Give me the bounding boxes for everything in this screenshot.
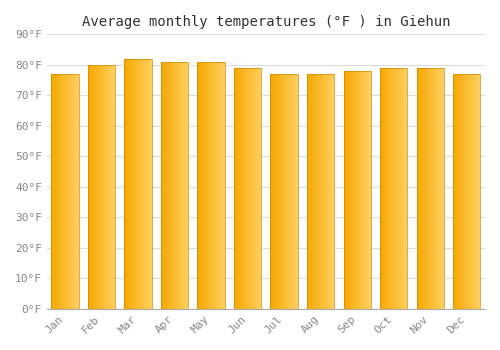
Bar [88,65,116,309]
Bar [344,71,371,309]
Bar [234,68,262,309]
Bar [416,68,444,309]
Bar [161,62,188,309]
Bar [453,74,480,309]
Bar [307,74,334,309]
Bar [124,59,152,309]
Bar [198,62,225,309]
Bar [380,68,407,309]
Bar [270,74,298,309]
Bar [52,74,79,309]
Title: Average monthly temperatures (°F ) in Giehun: Average monthly temperatures (°F ) in Gi… [82,15,450,29]
